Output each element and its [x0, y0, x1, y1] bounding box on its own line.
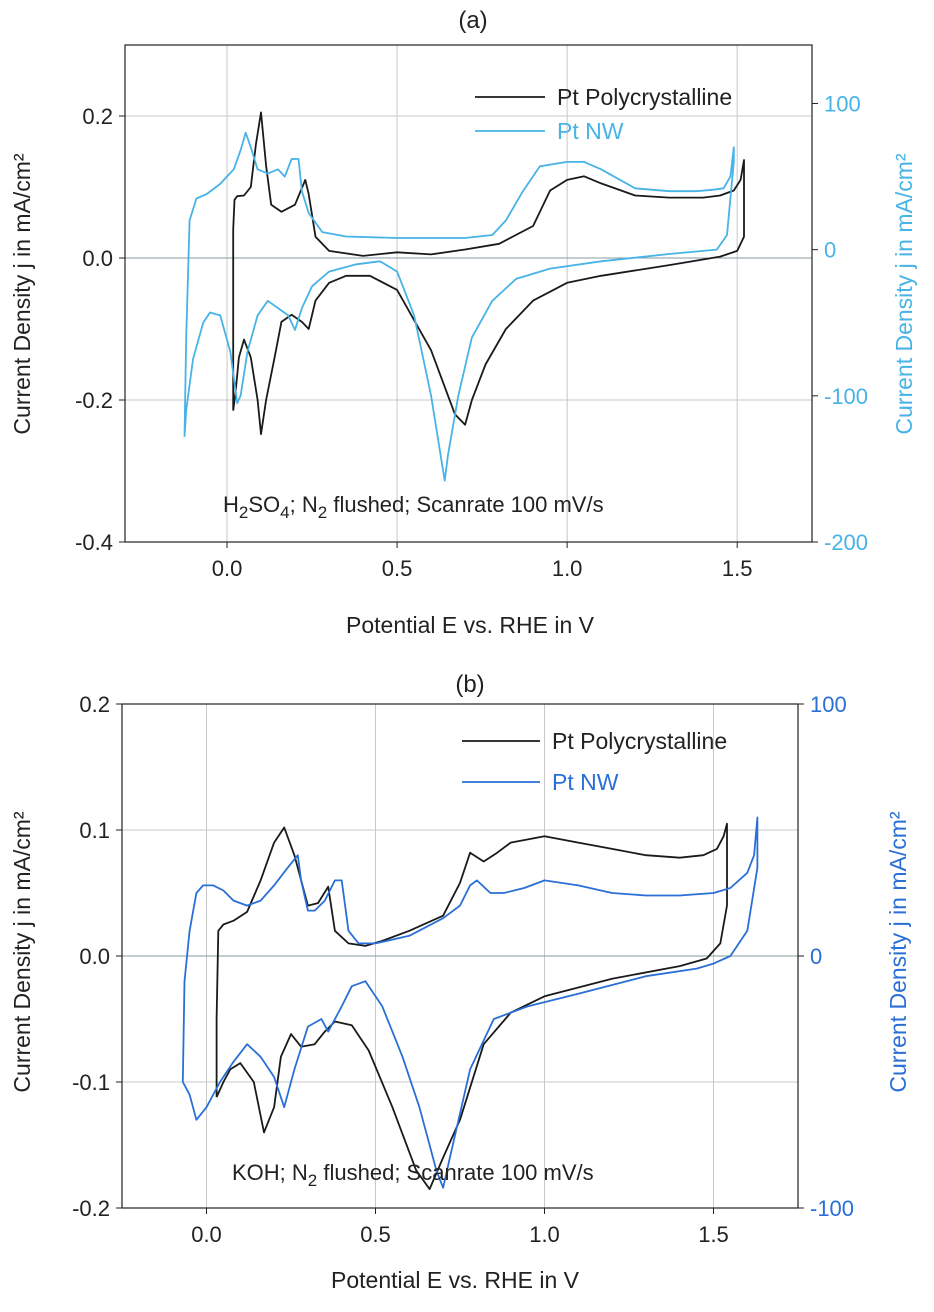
y-right-tick-label: -100: [824, 384, 868, 409]
legend-label-pt-nw: Pt NW: [557, 118, 624, 144]
annotation-text: H: [223, 492, 239, 517]
y-right-tick-label: 0: [810, 944, 822, 969]
y-tick-label: -0.4: [75, 530, 113, 555]
y-tick-label: -0.2: [72, 1196, 110, 1221]
y-axis-label-right: Current Density j in mA/cm²: [891, 153, 917, 435]
series-line-pt-polycrystalline: [215, 822, 728, 1190]
x-tick-label: 1.0: [552, 556, 583, 581]
y-right-tick-label: 0: [824, 238, 836, 263]
x-tick-label: 0.5: [382, 556, 413, 581]
series-line-pt-polycrystalline: [232, 111, 745, 435]
panel-b: 0.0 0.5 1.0 1.5 0.2 0.1 0.0 -0.1 -0.2 100 0 -100 (b)…: [9, 671, 911, 1293]
annotation-subscript: 4: [280, 503, 289, 522]
y-right-tick-label: -100: [810, 1196, 854, 1221]
condition-annotation: KOH; N2 flushed; Scanrate 100 mV/s: [232, 1160, 594, 1190]
condition-annotation: H2SO4; N2 flushed; Scanrate 100 mV/s: [223, 492, 604, 522]
y-right-tick-label: 100: [824, 91, 861, 116]
annotation-text: ; N: [290, 492, 318, 517]
panel-label: (b): [455, 671, 484, 698]
legend-label-pt-nw: Pt NW: [552, 769, 619, 795]
y-tick-label: 0.2: [79, 692, 110, 717]
plot-frame: [124, 44, 813, 543]
annotation-text: KOH; N: [232, 1160, 308, 1185]
y-tick-label: 0.2: [82, 104, 113, 129]
annotation-text: flushed; Scanrate 100 mV/s: [327, 492, 603, 517]
y-right-tick-label: -200: [824, 530, 868, 555]
x-tick-label: 1.5: [722, 556, 753, 581]
panel-label: (a): [458, 7, 487, 34]
y-tick-label: 0.0: [79, 944, 110, 969]
y-tick-label: -0.1: [72, 1070, 110, 1095]
annotation-subscript: 2: [318, 503, 327, 522]
x-tick-label: 0.0: [212, 556, 243, 581]
y-axis-label-left: Current Density j in mA/cm²: [9, 811, 35, 1093]
y-axis-label-left: Current Density j in mA/cm²: [9, 153, 35, 435]
x-tick-label: 0.5: [360, 1222, 391, 1247]
annotation-subscript: 2: [308, 1171, 317, 1190]
annotation-text: flushed; Scanrate 100 mV/s: [317, 1160, 593, 1185]
y-tick-label: 0.1: [79, 818, 110, 843]
legend-label-pt-polycrystalline: Pt Polycrystalline: [557, 84, 732, 110]
y-axis-label-right: Current Density j in mA/cm²: [885, 811, 911, 1093]
panel-a: 0.0 0.5 1.0 1.5 0.2 0.0 -0.2 -0.4 100 0 -100 -200 (a…: [9, 7, 917, 638]
x-axis-label: Potential E vs. RHE in V: [346, 612, 595, 638]
y-tick-label: -0.2: [75, 388, 113, 413]
x-tick-label: 0.0: [191, 1222, 222, 1247]
x-tick-label: 1.0: [529, 1222, 560, 1247]
legend-label-pt-polycrystalline: Pt Polycrystalline: [552, 728, 727, 754]
x-tick-label: 1.5: [698, 1222, 729, 1247]
annotation-text: SO: [248, 492, 280, 517]
series-line-pt-nw: [181, 816, 759, 1189]
series-line-pt-nw: [183, 131, 735, 482]
annotation-subscript: 2: [239, 503, 248, 522]
y-tick-label: 0.0: [82, 246, 113, 271]
y-right-tick-label: 100: [810, 692, 847, 717]
x-axis-label: Potential E vs. RHE in V: [331, 1267, 580, 1293]
